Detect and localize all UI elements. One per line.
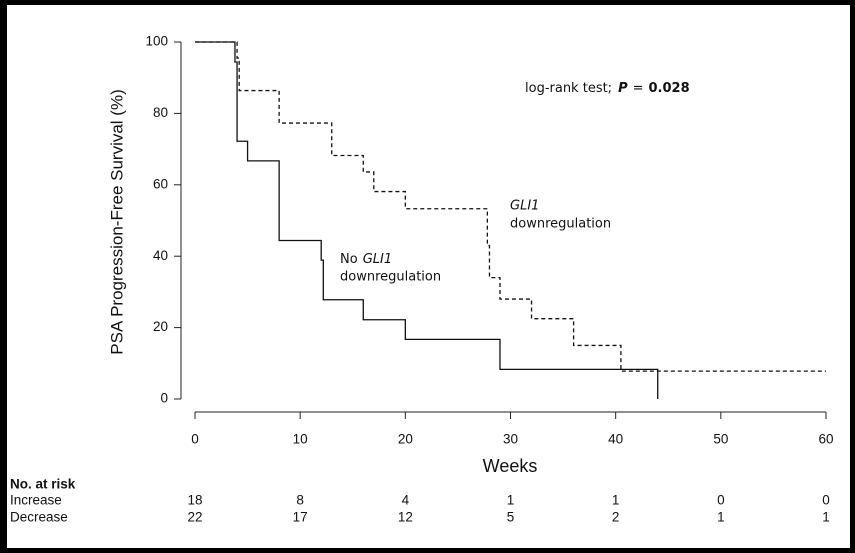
x-tick-label: 50	[713, 432, 728, 447]
y-tick-label: 20	[153, 319, 168, 334]
risk-value: 1	[507, 493, 515, 508]
annotation-text: 0.028	[649, 81, 690, 96]
risk-value: 4	[402, 493, 410, 508]
risk-value: 18	[187, 493, 202, 508]
curve-label: No GLI1	[340, 252, 392, 267]
survival-curve	[195, 41, 659, 399]
risk-value: 22	[187, 510, 202, 525]
risk-value: 1	[717, 510, 725, 525]
annotation-text: log-rank test;	[525, 81, 612, 96]
risk-value: 1	[612, 493, 620, 508]
risk-value: 2	[612, 510, 620, 525]
x-tick-label: 0	[191, 432, 199, 447]
risk-value: 12	[398, 510, 413, 525]
risk-value: 8	[296, 493, 304, 508]
curve-label: downregulation	[340, 270, 441, 285]
y-tick-label: 80	[153, 105, 168, 120]
risk-row-label: Decrease	[10, 510, 68, 525]
x-tick-label: 40	[608, 432, 623, 447]
risk-value: 17	[293, 510, 308, 525]
curve-label-text: No	[340, 252, 358, 267]
annotation: log-rank test; P = 0.028	[525, 81, 690, 96]
survival-curve	[195, 41, 826, 372]
curve-label: downregulation	[510, 217, 611, 232]
risk-value: 1	[822, 510, 830, 525]
risk-row-label: Increase	[10, 493, 62, 508]
y-tick-label: 60	[153, 176, 168, 191]
x-tick-label: 30	[503, 432, 518, 447]
risk-table-title: No. at risk	[10, 477, 76, 492]
y-tick-label: 40	[153, 248, 168, 263]
curve-label-text: GLI1	[363, 252, 392, 267]
x-axis-label: Weeks	[483, 456, 538, 476]
risk-value: 0	[822, 493, 830, 508]
y-tick-label: 0	[160, 391, 168, 406]
x-tick-label: 20	[398, 432, 413, 447]
annotation-text: P	[618, 81, 628, 96]
risk-value: 0	[717, 493, 725, 508]
x-tick-label: 60	[818, 432, 833, 447]
x-tick-label: 10	[293, 432, 308, 447]
y-tick-label: 100	[145, 34, 168, 49]
curve-label: GLI1	[510, 199, 539, 214]
risk-value: 5	[507, 510, 515, 525]
y-axis-label: PSA Progression-Free Survival (%)	[107, 89, 126, 354]
annotation-text: =	[633, 81, 644, 96]
